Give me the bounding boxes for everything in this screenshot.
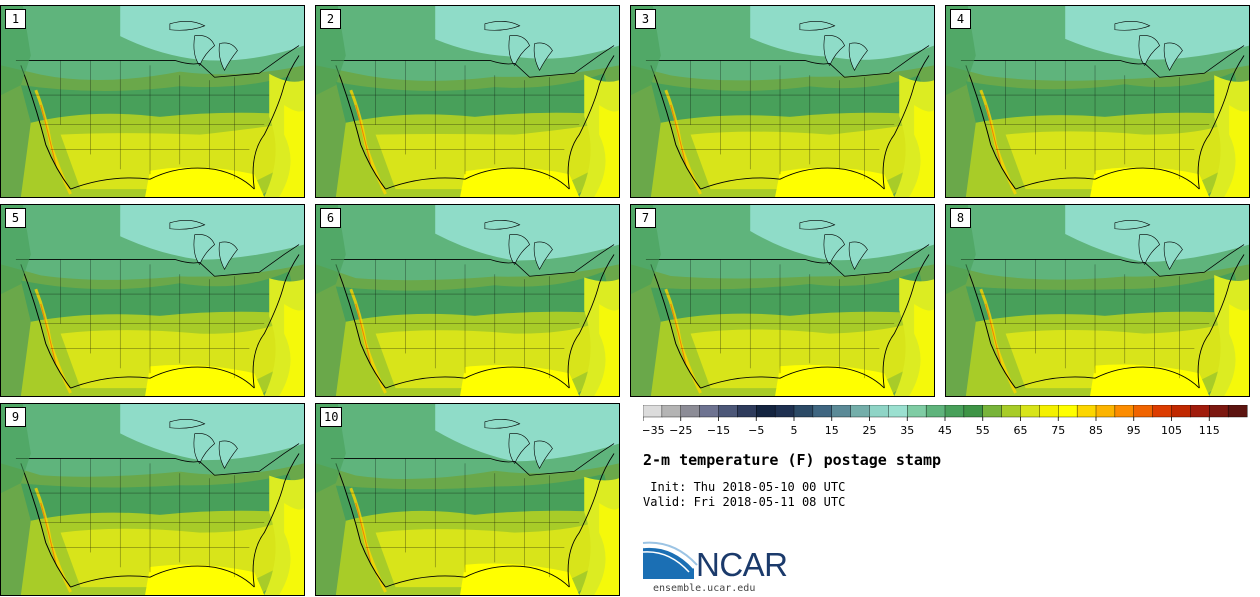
colorbar-swatch — [1209, 405, 1229, 418]
colorbar-swatch — [944, 405, 965, 418]
member-number-label: 5 — [5, 208, 26, 228]
ncar-logo-icon — [642, 541, 698, 579]
colorbar-tick-label: 55 — [976, 424, 990, 437]
colorbar-swatch — [1001, 405, 1022, 418]
colorbar-tick-label: 115 — [1199, 424, 1220, 437]
member-number-label: 9 — [5, 407, 26, 427]
colorbar-swatch — [1190, 405, 1210, 418]
colorbar-swatch — [1114, 405, 1135, 418]
colorbar-swatch — [907, 405, 927, 418]
ensemble-url: ensemble.ucar.edu — [653, 583, 756, 594]
member-number-label: 10 — [320, 407, 343, 427]
colorbar-swatch — [756, 405, 776, 418]
colorbar-swatch — [1076, 405, 1097, 418]
colorbar-tick-label: 65 — [1014, 424, 1028, 437]
valid-time: Valid: Fri 2018-05-11 08 UTC — [643, 495, 846, 509]
colorbar-swatch — [737, 405, 757, 418]
colorbar-tick-label: 5 — [791, 424, 798, 437]
colorbar-swatch — [699, 405, 720, 418]
colorbar-tick-label: −35 — [643, 424, 665, 437]
map-panel: 1 — [0, 5, 305, 198]
colorbar-swatch — [812, 405, 833, 418]
colorbar-swatch — [661, 405, 682, 418]
colorbar-tick-label: 35 — [900, 424, 914, 437]
colorbar-tick-label: 25 — [863, 424, 877, 437]
map-panel: 8 — [945, 204, 1250, 397]
map-panel: 9 — [0, 403, 305, 596]
colorbar-swatch — [1133, 405, 1154, 418]
map-panel: 3 — [630, 5, 935, 198]
colorbar-swatch — [963, 405, 984, 418]
colorbar-swatch — [774, 405, 795, 418]
colorbar-swatch — [888, 405, 908, 418]
colorbar-swatch — [718, 405, 738, 418]
map-panel: 2 — [315, 5, 620, 198]
colorbar-swatch — [643, 405, 663, 418]
map-panel: 6 — [315, 204, 620, 397]
colorbar-tick-label: 95 — [1127, 424, 1141, 437]
colorbar-swatch — [1095, 405, 1116, 418]
colorbar-swatch — [982, 405, 1003, 418]
ncar-logo-text: NCAR — [696, 546, 788, 583]
colorbar-swatches — [643, 405, 1248, 418]
colorbar-tick-label: 15 — [825, 424, 839, 437]
colorbar-swatch — [1058, 405, 1078, 418]
map-panel: 7 — [630, 204, 935, 397]
colorbar-tick-label: −5 — [748, 424, 764, 437]
map-panel: 10 — [315, 403, 620, 596]
member-number-label: 7 — [635, 208, 656, 228]
colorbar-tick-label: 45 — [938, 424, 952, 437]
colorbar-tick-label: −25 — [669, 424, 692, 437]
map-panel: 4 — [945, 5, 1250, 198]
colorbar-tick-label: 85 — [1089, 424, 1103, 437]
colorbar-swatch — [680, 405, 701, 418]
member-number-label: 6 — [320, 208, 341, 228]
colorbar-tick-labels: −35 −25 −15 −5 5 15 25 35 45 55 65 75 85 95 105 115 — [643, 417, 1220, 437]
init-time: Init: Thu 2018-05-10 00 UTC — [643, 480, 846, 494]
temperature-colorbar: −35 −25 −15 −5 5 15 25 35 45 55 65 75 85 95 105 115 — [643, 405, 1248, 437]
colorbar-tick-label: 75 — [1051, 424, 1065, 437]
member-number-label: 1 — [5, 9, 26, 29]
colorbar-tick-label: −15 — [707, 424, 730, 437]
chart-title: 2-m temperature (F) postage stamp — [643, 451, 942, 469]
colorbar-swatch — [869, 405, 889, 418]
member-number-label: 3 — [635, 9, 656, 29]
colorbar-tick-label: 105 — [1161, 424, 1182, 437]
map-panel: 5 — [0, 204, 305, 397]
colorbar-swatch — [1020, 405, 1040, 418]
colorbar-swatch — [1152, 405, 1173, 418]
colorbar-swatch — [1039, 405, 1059, 418]
colorbar-swatch — [925, 405, 946, 418]
colorbar-swatch — [1227, 405, 1248, 418]
member-number-label: 2 — [320, 9, 341, 29]
member-number-label: 8 — [950, 208, 971, 228]
member-number-label: 4 — [950, 9, 971, 29]
colorbar-swatch — [850, 405, 871, 418]
colorbar-swatch — [831, 405, 852, 418]
colorbar-swatch — [1171, 405, 1191, 418]
colorbar-swatch — [793, 405, 814, 418]
